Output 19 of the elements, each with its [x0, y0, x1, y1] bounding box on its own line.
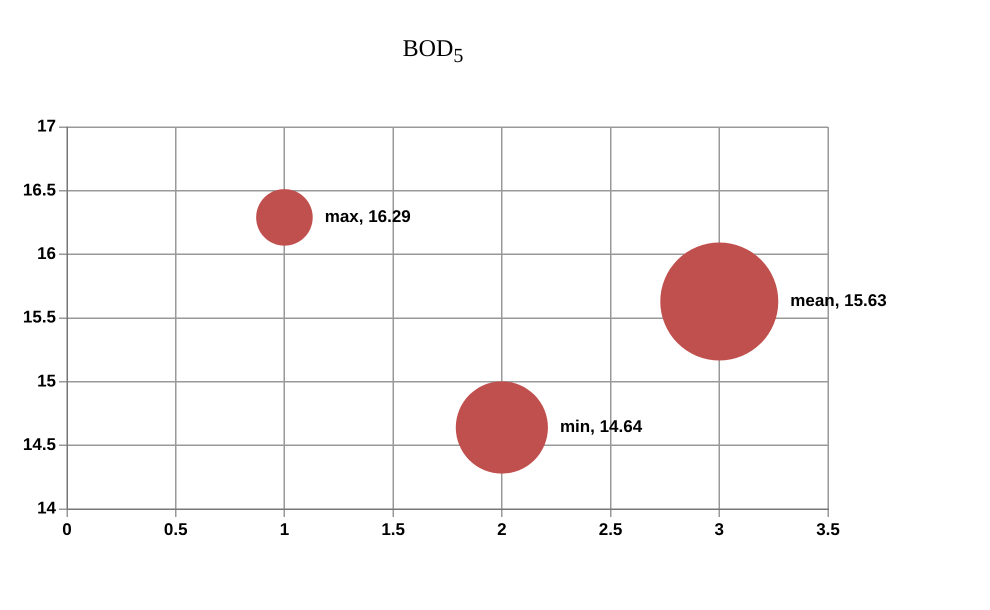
y-tick-label: 14 — [37, 498, 57, 518]
data-label: max, 16.29 — [324, 206, 411, 226]
x-tick-label: 3.5 — [816, 520, 840, 539]
x-tick-label: 0.5 — [164, 520, 188, 539]
x-tick-label: 1.5 — [381, 520, 405, 539]
x-tick-label: 1 — [280, 520, 290, 539]
data-label: mean, 15.63 — [790, 290, 887, 310]
y-tick-label: 16.5 — [22, 180, 56, 200]
data-label: min, 14.64 — [560, 416, 643, 436]
y-tick-label: 14.5 — [22, 434, 56, 454]
x-tick-label: 3 — [714, 520, 724, 539]
y-tick-label: 16 — [37, 244, 56, 263]
y-tick-label: 17 — [37, 116, 56, 136]
x-tick-label: 0 — [62, 520, 72, 539]
x-tick-label: 2 — [497, 520, 507, 539]
y-tick-label: 15.5 — [22, 307, 56, 326]
chart-title: BOD$_{5}$ — [402, 35, 464, 68]
x-tick-label: 2.5 — [598, 520, 622, 539]
y-tick-label: 15 — [37, 371, 56, 390]
